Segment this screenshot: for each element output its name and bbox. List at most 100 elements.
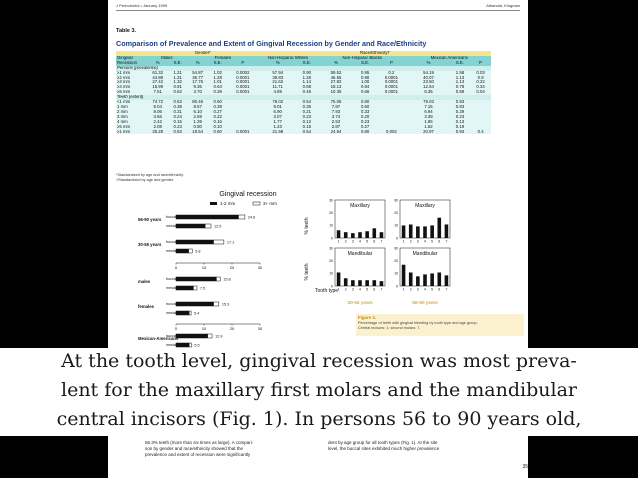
bar-value-label: 5.4	[194, 312, 199, 316]
table-cell: 0.4	[470, 129, 491, 135]
text-line: son by gender and race/ethnicity showed …	[145, 445, 244, 451]
table-cell: 0.93	[449, 129, 471, 135]
table-cell: 0.20	[354, 114, 376, 120]
site-label: buccal	[166, 277, 177, 281]
caption-overlay: At the tooth level, gingival recession w…	[0, 348, 638, 436]
table-cell: 8.06	[146, 109, 169, 115]
table-cell: 0.0001	[375, 85, 408, 91]
tooth-bar	[430, 225, 434, 238]
table-cell: 0.22	[470, 80, 491, 86]
panel-title: Mandibular	[348, 251, 373, 257]
table-cell: 19.54	[186, 129, 209, 135]
x-tick-label: 2	[345, 240, 347, 244]
x-axis-label: Tooth type	[315, 288, 338, 294]
tooth-bar	[379, 232, 384, 238]
table-cell: 6.90	[258, 109, 297, 115]
table-cell: 0.68	[296, 85, 318, 91]
table-cell: 9.01	[258, 104, 297, 110]
legend-label: 3+ mm	[263, 201, 277, 206]
y-tick-label: 30	[329, 246, 333, 250]
table-cell: 24.94	[317, 129, 355, 135]
table-cell: 0.10	[208, 124, 227, 130]
table-cell: 0.9	[470, 75, 491, 81]
stat-header: %	[407, 60, 450, 66]
table-cell: 0.59	[449, 90, 471, 96]
subgroup-header: Females	[186, 55, 259, 61]
subgroup-header: Mexican Americans	[407, 55, 491, 61]
panel-title: Maxillary	[350, 203, 370, 209]
table-cell: 1.28	[208, 75, 227, 81]
table-cell: 54.87	[186, 70, 209, 76]
table-cell: 0.54	[296, 100, 318, 105]
summary-row: ≥1 mm 25.28 0.63 19.54 0.60 0.0001 21.98 0.54 24…	[116, 129, 491, 135]
y-tick-label: 30	[394, 198, 398, 202]
table-cell: 0.0001	[226, 129, 259, 135]
table-cell: 75.06	[317, 100, 355, 105]
table-cell: 0.2	[375, 70, 408, 76]
y-tick-label: 0	[396, 236, 398, 240]
table-cell: 39.83	[258, 75, 297, 81]
table-cell: 0.12	[296, 119, 318, 125]
x-tick-label: 6	[373, 288, 375, 292]
table-cell: 1.58	[449, 70, 471, 76]
table-cell: 0.98	[354, 75, 376, 81]
y-axis-label: % teeth	[304, 263, 310, 280]
tooth-bar	[423, 226, 427, 238]
site-label: buccal	[166, 302, 177, 306]
panel-frame	[334, 199, 386, 239]
table-cell: 79.03	[407, 100, 450, 105]
table-cell	[470, 100, 491, 105]
x-tick-label: 3	[352, 240, 354, 244]
table-title: Comparison of Prevalence and Extent of G…	[116, 39, 427, 48]
tooth-bar	[358, 232, 362, 238]
x-tick-label: 20	[230, 265, 235, 270]
table-cell: 57.94	[258, 70, 297, 76]
table-cell: 0.0001	[226, 85, 259, 91]
table-cell: 46.55	[317, 75, 355, 81]
x-tick-label: 3	[352, 288, 354, 292]
table-cell: 0.002	[375, 129, 408, 135]
group-label: 56-90 years	[138, 217, 162, 222]
stat-header: %	[258, 60, 297, 66]
table-cell: 0.54	[296, 129, 318, 135]
table-cell: 0.03	[470, 70, 491, 76]
tooth-bar	[408, 272, 413, 286]
y-tick-label: 30	[394, 246, 398, 250]
table-cell: 9.36	[186, 85, 209, 91]
table-cell: 0.90	[296, 70, 318, 76]
site-label: mesial	[166, 249, 177, 253]
table-cell: 1.13	[449, 75, 471, 81]
stat-header: S.E.	[449, 60, 471, 66]
table-cell: 1.23	[258, 124, 297, 130]
y-tick-label: 10	[394, 272, 398, 276]
table-cell: 9.04	[146, 104, 169, 110]
race-group-header: Race/Ethnicity†	[258, 51, 491, 56]
tooth-bar	[416, 226, 420, 238]
tooth-bar	[343, 232, 348, 238]
x-tick-label: 6	[438, 288, 440, 292]
table-cell	[226, 114, 259, 120]
x-tick-label: 30	[258, 265, 263, 270]
bar-value-label: 5.8	[195, 250, 200, 254]
x-tick-label: 7	[380, 288, 382, 292]
table-cell: 17.76	[186, 80, 209, 86]
table-cell: 1.39	[186, 119, 209, 125]
table-cell: 0.27	[208, 109, 227, 115]
author-names: Albandar, Kingman	[486, 3, 520, 8]
table-row: 2 mm 8.06 0.31 6.10 0.27 6.90 0.21 7.93 0.33 6.94…	[116, 109, 491, 115]
y-tick-label: 10	[329, 272, 333, 276]
table-cell: 0.16	[208, 119, 227, 125]
table-cell	[375, 114, 408, 120]
table-row: ≥5 mm 2.08 0.23 0.80 0.10 1.23 0.15 2.87 0.27 1.6…	[116, 124, 491, 130]
table-cell: 0.0001	[226, 75, 259, 81]
table-cell: 0.0001	[375, 75, 408, 81]
x-tick-label: 1	[403, 288, 405, 292]
table-cell	[226, 100, 259, 105]
table-cell: 40.07	[407, 75, 450, 81]
tooth-bar	[351, 280, 355, 286]
table-cell	[226, 119, 259, 125]
table-row: ≥5 mm 7.51 0.62 3.70 0.39 0.0001 4.89 0.46 10.35…	[116, 90, 491, 96]
x-tick-label: 20	[230, 326, 235, 331]
y-tick-label: 30	[329, 198, 333, 202]
tooth-bar	[408, 224, 413, 238]
